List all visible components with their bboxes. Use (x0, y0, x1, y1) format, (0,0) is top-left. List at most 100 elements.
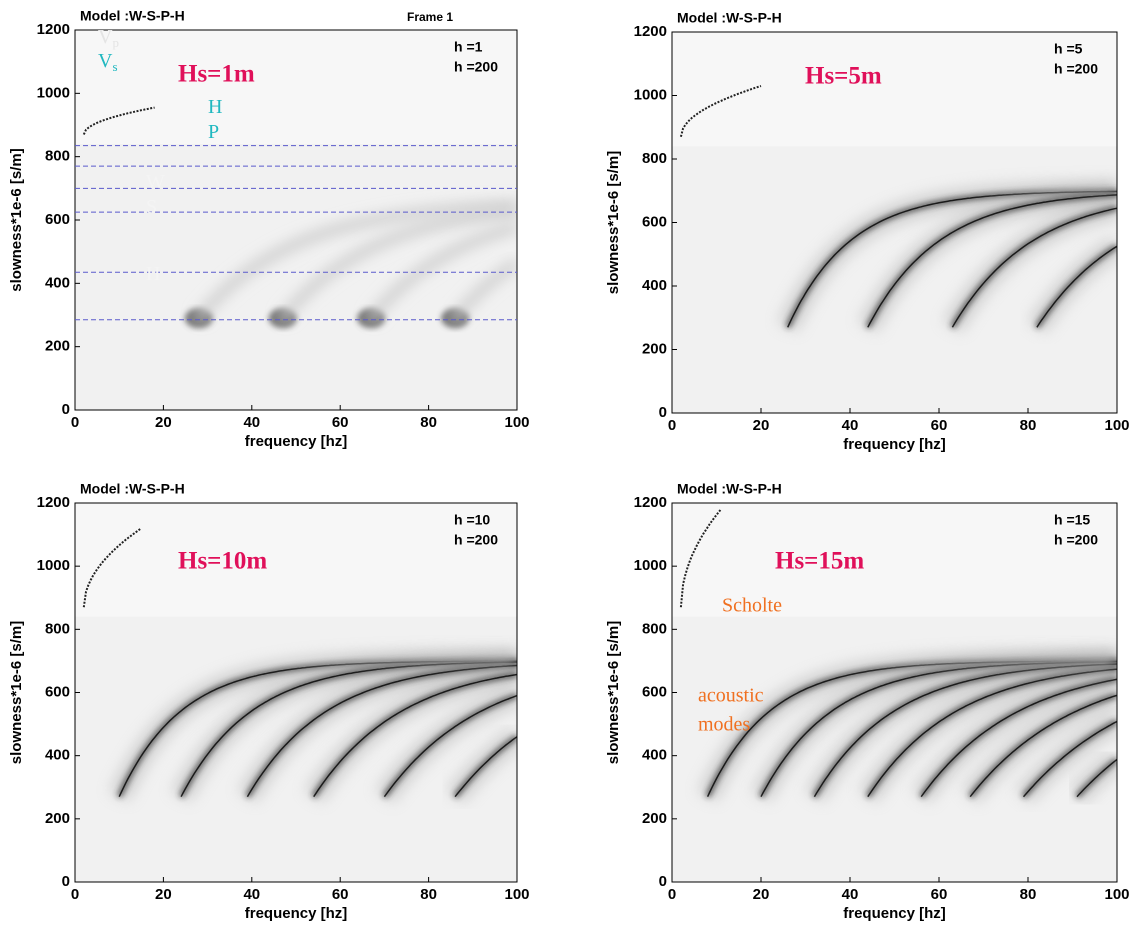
x-tick-label: 80 (1020, 886, 1037, 903)
y-tick-label: 600 (642, 213, 667, 230)
layer-label-sub: s (112, 59, 117, 74)
x-tick-label: 40 (243, 414, 260, 431)
hs-heading: Hs=5m (805, 63, 882, 90)
x-tick-label: 60 (332, 886, 349, 903)
x-tick-label: 0 (71, 886, 79, 903)
x-tick-label: 0 (71, 414, 79, 431)
y-tick-label: 800 (45, 620, 70, 637)
mode-core (969, 694, 1117, 798)
mode-core (951, 207, 1117, 328)
x-tick-label: 100 (504, 414, 529, 431)
h-annotation: h =200 (1054, 61, 1098, 77)
x-tick-label: 100 (504, 886, 529, 903)
dispersion-image (75, 503, 517, 804)
mode-core (383, 694, 517, 798)
h-annotation: h =1 (454, 39, 483, 55)
mode-core (1022, 720, 1117, 798)
annotation-note: Scholte (722, 595, 782, 617)
y-tick-label: 0 (659, 404, 667, 421)
y-tick-label: 200 (45, 338, 70, 355)
y-axis-label: slowness*1e-6 [s/m] (8, 621, 25, 764)
panel-title: Model :W-S-P-H (80, 481, 185, 497)
x-tick-label: 40 (842, 417, 859, 434)
x-tick-label: 0 (668, 417, 676, 434)
layer-label-base: V (98, 26, 113, 48)
hs-heading: Hs=10m (178, 548, 267, 575)
y-tick-label: 400 (642, 277, 667, 294)
y-tick-label: 200 (642, 810, 667, 827)
mode-core (867, 194, 1117, 328)
mode-core (454, 736, 517, 798)
y-axis-label: slowness*1e-6 [s/m] (8, 148, 25, 291)
y-tick-label: 400 (45, 747, 70, 764)
y-tick-label: 0 (62, 401, 70, 418)
scholte-curve (679, 85, 762, 138)
layer-label-base: H (146, 263, 160, 285)
y-tick-label: 0 (659, 873, 667, 890)
annotation-note: acoustic (698, 685, 764, 707)
y-tick-label: 1200 (634, 23, 667, 40)
mode-faint (367, 222, 517, 322)
layer-label: H (208, 96, 222, 118)
x-axis-label: frequency [hz] (245, 905, 348, 922)
panel-title: Model :W-S-P-H (80, 8, 185, 24)
layer-label: Vp (98, 26, 119, 50)
x-axis-label: frequency [hz] (843, 905, 946, 922)
mode-core (867, 668, 1117, 798)
layer-label-base: W (146, 171, 165, 193)
layer-label: S (146, 196, 157, 218)
y-tick-label: 800 (642, 620, 667, 637)
layer-label-base: V (98, 50, 113, 72)
layer-label-base: H (208, 96, 222, 118)
y-tick-label: 400 (45, 274, 70, 291)
y-axis-label: slowness*1e-6 [s/m] (605, 151, 622, 294)
y-tick-label: 1000 (37, 84, 70, 101)
y-tick-label: 1200 (37, 494, 70, 511)
shade-upper (75, 503, 517, 617)
mode-core (1036, 245, 1117, 328)
y-tick-label: 600 (45, 683, 70, 700)
x-tick-label: 20 (155, 414, 172, 431)
mode-faint (451, 258, 517, 322)
h-annotation: h =5 (1054, 41, 1083, 57)
dispersion-image (672, 503, 1117, 805)
panel: 0 20 40 60 80 100020040060080010001200frequen… (605, 481, 1130, 922)
x-tick-label: 40 (842, 886, 859, 903)
mode-faint (194, 200, 517, 322)
layer-label-sub: p (112, 35, 119, 50)
panel: 0 20 40 60 80 100020040060080010001200frequen… (8, 481, 530, 922)
y-tick-label: 800 (45, 148, 70, 165)
x-axis-label: frequency [hz] (843, 436, 946, 453)
h-annotation: h =200 (1054, 532, 1098, 548)
x-axis-label: frequency [hz] (245, 433, 348, 450)
x-tick-label: 60 (332, 414, 349, 431)
scholte-curve (82, 527, 142, 608)
x-tick-label: 100 (1104, 417, 1129, 434)
y-tick-label: 400 (642, 747, 667, 764)
h-annotation: h =10 (454, 512, 490, 528)
y-tick-label: 800 (642, 150, 667, 167)
x-tick-label: 20 (753, 417, 770, 434)
hs-heading: Hs=1m (178, 61, 255, 88)
h-annotation: h =200 (454, 532, 498, 548)
layer-label: P (208, 121, 219, 143)
y-tick-label: 200 (642, 340, 667, 357)
y-tick-label: 600 (642, 683, 667, 700)
mode-faint (278, 206, 517, 322)
shade-upper (672, 32, 1117, 147)
panel-title: Model :W-S-P-H (677, 481, 782, 497)
x-tick-label: 60 (931, 417, 948, 434)
y-tick-label: 0 (62, 873, 70, 890)
x-tick-label: 80 (420, 886, 437, 903)
layer-label: H (146, 263, 160, 285)
x-tick-label: 20 (753, 886, 770, 903)
y-tick-label: 600 (45, 211, 70, 228)
mode-core (313, 673, 517, 798)
y-tick-label: 1000 (634, 557, 667, 574)
x-tick-label: 100 (1104, 886, 1129, 903)
dispersion-image (75, 30, 517, 329)
y-tick-label: 1200 (37, 21, 70, 38)
y-axis-label: slowness*1e-6 [s/m] (605, 621, 622, 764)
shade-upper (672, 503, 1117, 617)
